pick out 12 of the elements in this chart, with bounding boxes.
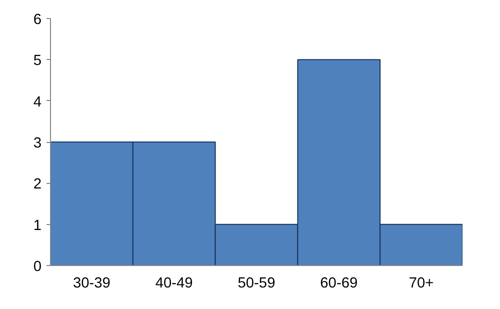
y-tick-label: 1 xyxy=(33,218,42,234)
y-tick-label: 4 xyxy=(33,94,42,110)
x-tick-label: 50-59 xyxy=(238,276,276,292)
y-tick-label: 0 xyxy=(33,259,42,275)
y-tick-label: 5 xyxy=(33,53,42,70)
x-tick-label: 40-49 xyxy=(155,276,193,292)
y-tick-label: 3 xyxy=(33,136,42,152)
x-tick-label: 70+ xyxy=(408,276,434,292)
y-tick-label: 6 xyxy=(33,12,42,28)
x-tick-label: 60-69 xyxy=(320,276,358,292)
y-tick-label: 2 xyxy=(33,176,42,193)
x-tick-label: 30-39 xyxy=(72,276,110,292)
